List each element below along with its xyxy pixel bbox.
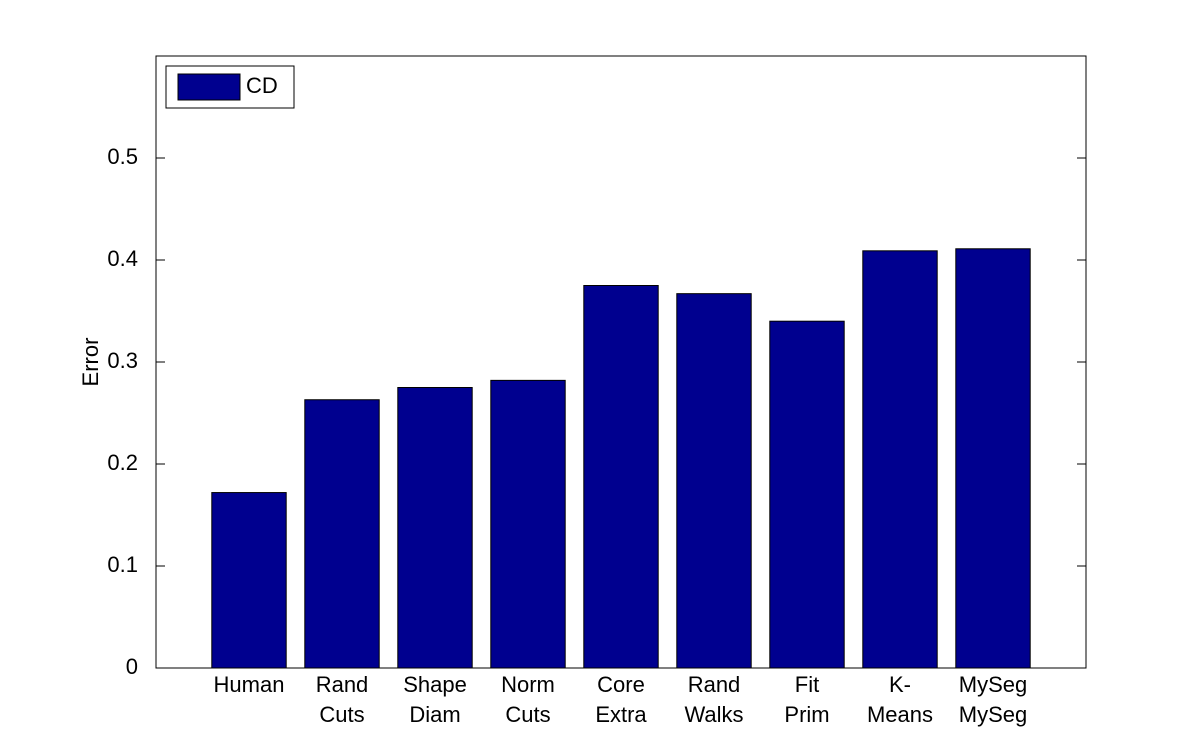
- bar: [583, 285, 659, 669]
- x-tick-label: Walks: [684, 702, 743, 727]
- y-tick-label: 0.4: [107, 246, 138, 271]
- y-tick-label: 0: [126, 654, 138, 679]
- bar: [490, 379, 566, 669]
- x-tick-label: Fit: [795, 672, 819, 697]
- x-tick-label: Shape: [403, 672, 467, 697]
- y-axis-label: Error: [78, 338, 103, 387]
- x-tick-label: Cuts: [505, 702, 550, 727]
- x-tick-label: Cuts: [319, 702, 364, 727]
- bar: [304, 399, 380, 669]
- x-tick-label: Prim: [784, 702, 829, 727]
- x-tick-label: Core: [597, 672, 645, 697]
- y-tick-label: 0.2: [107, 450, 138, 475]
- legend-label: CD: [246, 73, 278, 98]
- bar: [397, 387, 473, 669]
- bar: [211, 492, 287, 669]
- x-tick-label: Rand: [316, 672, 369, 697]
- x-tick-label: MySeg: [959, 672, 1027, 697]
- bar: [862, 250, 938, 669]
- bar: [676, 293, 752, 669]
- legend-swatch: [177, 73, 241, 101]
- y-tick-label: 0.5: [107, 144, 138, 169]
- y-tick-label: 0.1: [107, 552, 138, 577]
- x-tick-label: Norm: [501, 672, 555, 697]
- x-tick-label: Extra: [595, 702, 647, 727]
- x-tick-label: MySeg: [959, 702, 1027, 727]
- x-tick-label: Means: [867, 702, 933, 727]
- x-tick-label: K-: [889, 672, 911, 697]
- bar: [955, 248, 1031, 669]
- x-tick-label: Rand: [688, 672, 741, 697]
- y-tick-label: 0.3: [107, 348, 138, 373]
- x-tick-label: Human: [214, 672, 285, 697]
- bar: [769, 320, 845, 669]
- x-tick-label: Diam: [409, 702, 460, 727]
